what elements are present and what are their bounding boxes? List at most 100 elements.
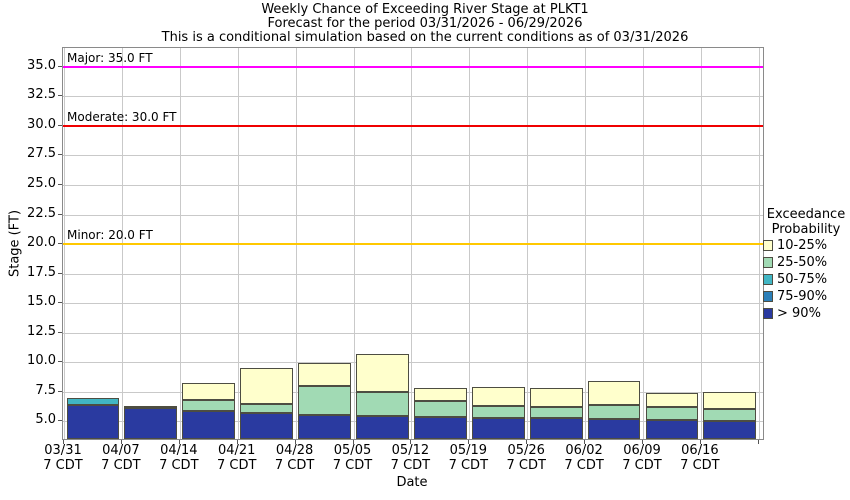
x-tick-mark: [236, 440, 238, 444]
bar-segment-p25: [356, 391, 409, 416]
bar-segment-p10: [298, 363, 351, 386]
y-gridline: [63, 214, 763, 216]
x-tick-time: 7 CDT: [622, 458, 662, 473]
y-tick-mark: [58, 361, 62, 363]
reference-line-moderate: [63, 124, 763, 127]
bar-segment-p25: [413, 401, 467, 417]
x-tick-time: 7 CDT: [101, 458, 141, 473]
x-tick-date: 04/28: [275, 443, 314, 458]
legend-label-p90: > 90%: [777, 306, 821, 321]
x-tick-date: 06/16: [681, 443, 719, 458]
x-tick-time: 7 CDT: [680, 458, 720, 473]
bar-segment-p90: [124, 408, 178, 439]
legend-item-p10: 10-25%: [762, 238, 850, 254]
bar-segment-p10: [182, 383, 236, 400]
x-tick-date: 05/05: [333, 443, 372, 458]
x-tick-time: 7 CDT: [43, 458, 83, 473]
x-tick-date: 04/21: [217, 443, 256, 458]
y-tick-label: 5.0: [35, 412, 56, 428]
x-tick-mark: [642, 440, 643, 444]
y-tick-mark: [58, 65, 62, 67]
bar-segment-p10: [645, 392, 699, 408]
x-tick-label: 04/14 7 CDT: [149, 443, 209, 473]
bar-segment-p10: [529, 388, 583, 407]
legend-label-p25: 25-50%: [777, 255, 828, 270]
legend-title-line2: Probability: [771, 222, 841, 237]
legend-title-line1: Exceedance: [766, 207, 846, 222]
y-tick-mark: [58, 272, 62, 274]
y-tick-mark: [58, 331, 62, 333]
bar-segment-p10: [356, 353, 409, 392]
x-tick-mark: [294, 440, 296, 444]
bar-segment-p50: [66, 397, 120, 405]
x-tick-time: 7 CDT: [390, 458, 431, 473]
x-tick-label: 05/05 7 CDT: [323, 443, 383, 473]
y-tick-mark: [58, 213, 62, 215]
x-tick-date: 05/12: [391, 443, 430, 458]
bar-segment-p25: [298, 385, 351, 415]
legend-swatch-p50: [763, 274, 773, 285]
legend-item-p75: 75-90%: [762, 289, 850, 305]
x-tick-time: 7 CDT: [216, 458, 257, 473]
y-gridline: [63, 96, 763, 98]
legend-label-p50: 50-75%: [777, 272, 828, 287]
y-gridline: [63, 332, 763, 334]
x-tick-mark: [410, 440, 412, 444]
x-tick-time: 7 CDT: [506, 458, 546, 473]
reference-label-minor: Minor: 20.0 FT: [67, 228, 153, 243]
y-tick-mark: [58, 302, 62, 304]
x-tick-label: 05/19 7 CDT: [438, 443, 498, 473]
bar-segment-p10: [703, 391, 757, 410]
bar-segment-p25: [182, 400, 236, 411]
y-tick-mark: [58, 95, 62, 97]
y-gridline: [63, 185, 763, 187]
x-tick-mark: [63, 440, 64, 444]
y-tick-mark: [58, 154, 62, 156]
bar-segment-p90: [645, 420, 699, 439]
legend-items: 10-25% 25-50% 50-75% 75-90% > 90%: [762, 238, 850, 322]
y-tick-label: 32.5: [27, 87, 56, 103]
x-tick-mark: [526, 440, 528, 444]
bar-segment-p25: [703, 409, 757, 422]
bar-segment-p25: [471, 405, 525, 418]
y-tick-mark: [58, 420, 62, 422]
x-tick-time: 7 CDT: [564, 458, 604, 473]
x-tick-date: 05/26: [507, 443, 545, 458]
y-tick-label: 30.0: [27, 116, 56, 132]
bar-segment-p10: [413, 388, 467, 402]
bar-segment-p90: [703, 421, 757, 439]
reference-label-major: Major: 35.0 FT: [67, 50, 153, 65]
reference-label-moderate: Moderate: 30.0 FT: [67, 109, 177, 124]
legend: Exceedance Probability 10-25% 25-50% 50-75…: [762, 207, 850, 322]
y-tick-label: 25.0: [27, 176, 56, 192]
bar-segment-p25: [124, 405, 178, 408]
x-tick-label: 04/28 7 CDT: [265, 443, 325, 473]
y-tick-label: 12.5: [27, 323, 56, 339]
x-tick-mark: [468, 440, 470, 444]
reference-line-minor: [63, 243, 763, 246]
x-tick-date: 06/09: [623, 443, 661, 458]
y-tick-mark: [58, 390, 62, 392]
x-tick-date: 06/02: [565, 443, 603, 458]
bar-segment-p10: [240, 368, 294, 404]
y-tick-label: 15.0: [27, 294, 56, 310]
y-tick-mark: [58, 124, 62, 126]
y-tick-label: 35.0: [27, 57, 56, 73]
bar-segment-p90: [529, 418, 583, 439]
x-tick-label: 03/31 7 CDT: [33, 443, 93, 473]
legend-swatch-p75: [763, 291, 773, 302]
bar-segment-p10: [587, 381, 641, 405]
x-tick-mark: [584, 440, 586, 444]
bar-segment-p90: [413, 416, 467, 439]
x-tick-mark: [757, 440, 759, 444]
bar-segment-p90: [240, 413, 294, 439]
x-tick-time: 7 CDT: [332, 458, 373, 473]
y-tick-label: 7.5: [35, 382, 56, 398]
reference-line-major: [63, 65, 763, 68]
bar-segment-p10: [471, 387, 525, 406]
y-gridline: [63, 391, 763, 393]
y-gridline: [63, 421, 763, 423]
legend-swatch-p10: [763, 240, 773, 251]
legend-item-p50: 50-75%: [762, 272, 850, 288]
y-tick-label: 10.0: [27, 353, 56, 369]
